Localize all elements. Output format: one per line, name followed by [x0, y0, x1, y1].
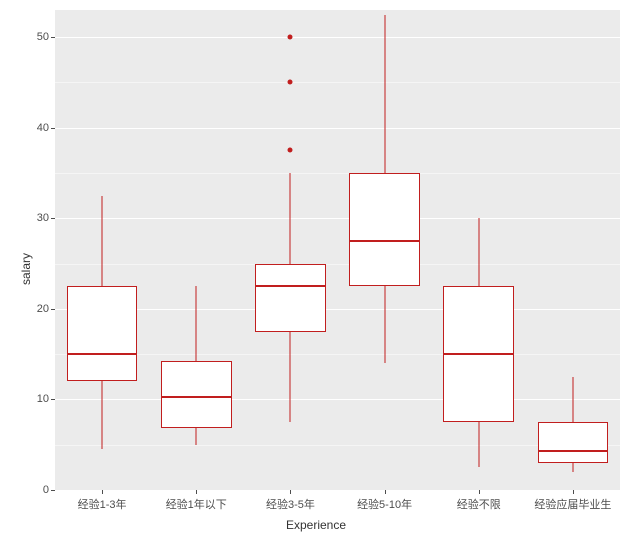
x-axis-title: Experience — [286, 518, 346, 532]
box-group — [255, 10, 326, 490]
median-line — [67, 353, 138, 355]
y-tick-mark — [51, 399, 55, 400]
box-group — [538, 10, 609, 490]
gridline — [55, 37, 620, 38]
outlier-point — [288, 35, 293, 40]
gridline-minor — [55, 82, 620, 83]
box-rect — [538, 422, 609, 463]
y-tick-mark — [51, 490, 55, 491]
gridline-minor — [55, 173, 620, 174]
median-line — [349, 240, 420, 242]
y-tick-mark — [51, 218, 55, 219]
gridline-minor — [55, 445, 620, 446]
median-line — [443, 353, 514, 355]
gridline — [55, 218, 620, 219]
y-tick-mark — [51, 309, 55, 310]
x-tick-mark — [479, 490, 480, 494]
box-group — [443, 10, 514, 490]
gridline — [55, 128, 620, 129]
outlier-point — [288, 148, 293, 153]
median-line — [538, 450, 609, 452]
x-tick-mark — [290, 490, 291, 494]
box-rect — [349, 173, 420, 286]
gridline-minor — [55, 264, 620, 265]
outlier-point — [288, 80, 293, 85]
x-tick-mark — [102, 490, 103, 494]
gridline-minor — [55, 354, 620, 355]
box-rect — [67, 286, 138, 381]
boxplot-chart: salary 01020304050经验1-3年经验1年以下经验3-5年经验5-… — [0, 0, 632, 537]
y-tick-mark — [51, 37, 55, 38]
box-rect — [255, 264, 326, 332]
y-tick-mark — [51, 128, 55, 129]
gridline — [55, 309, 620, 310]
plot-area: 01020304050经验1-3年经验1年以下经验3-5年经验5-10年经验不限… — [55, 10, 620, 490]
x-tick-mark — [196, 490, 197, 494]
median-line — [255, 285, 326, 287]
box-group — [349, 10, 420, 490]
gridline — [55, 399, 620, 400]
box-group — [67, 10, 138, 490]
median-line — [161, 396, 232, 398]
box-group — [161, 10, 232, 490]
y-axis-title: salary — [19, 252, 33, 284]
x-tick-mark — [385, 490, 386, 494]
x-tick-mark — [573, 490, 574, 494]
